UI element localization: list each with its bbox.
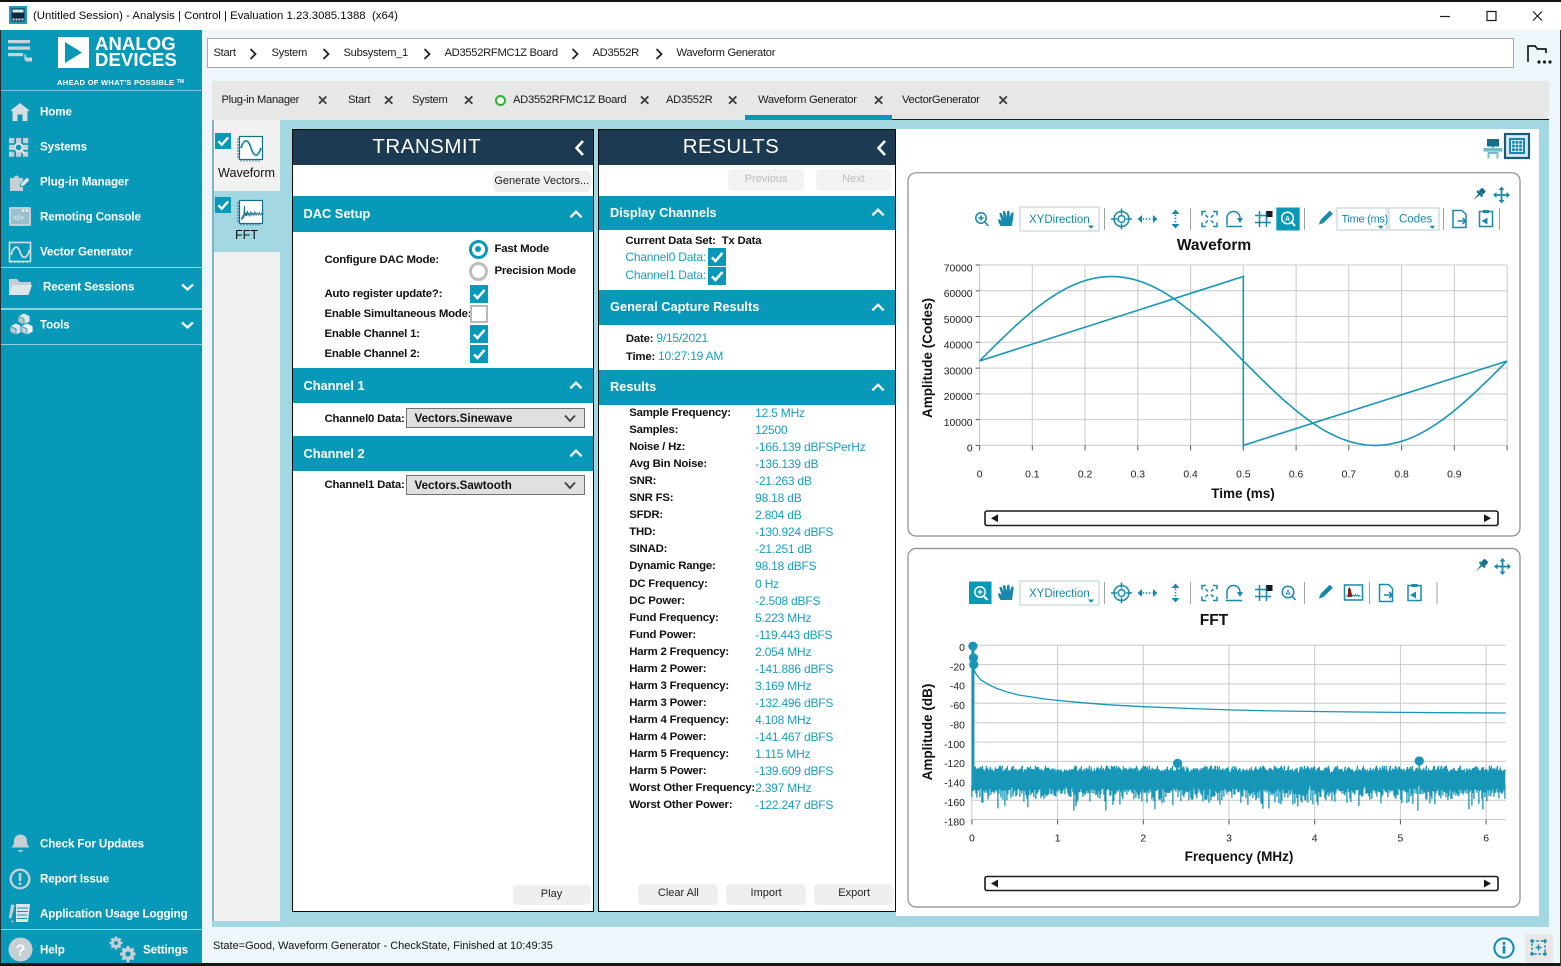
svg-text:Codes: Codes <box>1399 214 1432 226</box>
svg-text:0.3: 0.3 <box>1131 470 1146 481</box>
svg-text:0.7: 0.7 <box>1342 470 1357 481</box>
svg-text:-140: -140 <box>944 779 965 790</box>
svg-text:FFT: FFT <box>1200 612 1229 629</box>
svg-text:50000: 50000 <box>944 315 973 326</box>
svg-text:-100: -100 <box>944 740 965 751</box>
svg-text:Frequency (MHz): Frequency (MHz) <box>1185 849 1294 864</box>
svg-text:30000: 30000 <box>944 366 973 377</box>
svg-text:Amplitude (dB): Amplitude (dB) <box>920 684 935 781</box>
svg-text:0.2: 0.2 <box>1078 470 1093 481</box>
svg-text:20000: 20000 <box>944 392 973 403</box>
svg-text:0: 0 <box>967 444 973 455</box>
svg-text:6: 6 <box>1483 834 1489 845</box>
svg-text:Amplitude (Codes): Amplitude (Codes) <box>920 298 935 418</box>
svg-text:-80: -80 <box>950 721 965 732</box>
svg-text:1: 1 <box>1055 834 1061 845</box>
svg-text:5: 5 <box>1398 834 1404 845</box>
svg-text:0.8: 0.8 <box>1394 470 1409 481</box>
svg-text:10000: 10000 <box>944 418 973 429</box>
svg-text:0.9: 0.9 <box>1447 470 1462 481</box>
svg-text:Time (ms): Time (ms) <box>1342 214 1388 226</box>
svg-text:</>: </> <box>13 213 24 222</box>
svg-text:-60: -60 <box>950 701 965 712</box>
svg-text:-180: -180 <box>944 817 965 828</box>
svg-text:Time (ms): Time (ms) <box>1211 486 1275 501</box>
svg-text:70000: 70000 <box>944 263 973 274</box>
svg-text:0.1: 0.1 <box>1025 470 1040 481</box>
svg-text:-120: -120 <box>944 759 965 770</box>
svg-text:60000: 60000 <box>944 289 973 300</box>
svg-text:0.4: 0.4 <box>1183 470 1198 481</box>
svg-text:XYDirection: XYDirection <box>1029 214 1090 226</box>
svg-text:-20: -20 <box>950 662 965 673</box>
svg-text:Waveform: Waveform <box>1177 237 1251 254</box>
svg-text:0: 0 <box>959 643 965 654</box>
svg-text:2: 2 <box>1140 834 1146 845</box>
svg-text:4: 4 <box>1312 834 1318 845</box>
svg-text:XYDirection: XYDirection <box>1029 588 1090 600</box>
svg-text:0: 0 <box>977 470 983 481</box>
svg-text:40000: 40000 <box>944 341 973 352</box>
svg-text:?: ? <box>16 943 26 960</box>
svg-text:0: 0 <box>969 834 975 845</box>
svg-text:-160: -160 <box>944 798 965 809</box>
svg-text:0.5: 0.5 <box>1236 470 1251 481</box>
svg-text:3: 3 <box>1226 834 1232 845</box>
svg-text:0.6: 0.6 <box>1289 470 1304 481</box>
svg-text:-40: -40 <box>950 682 965 693</box>
